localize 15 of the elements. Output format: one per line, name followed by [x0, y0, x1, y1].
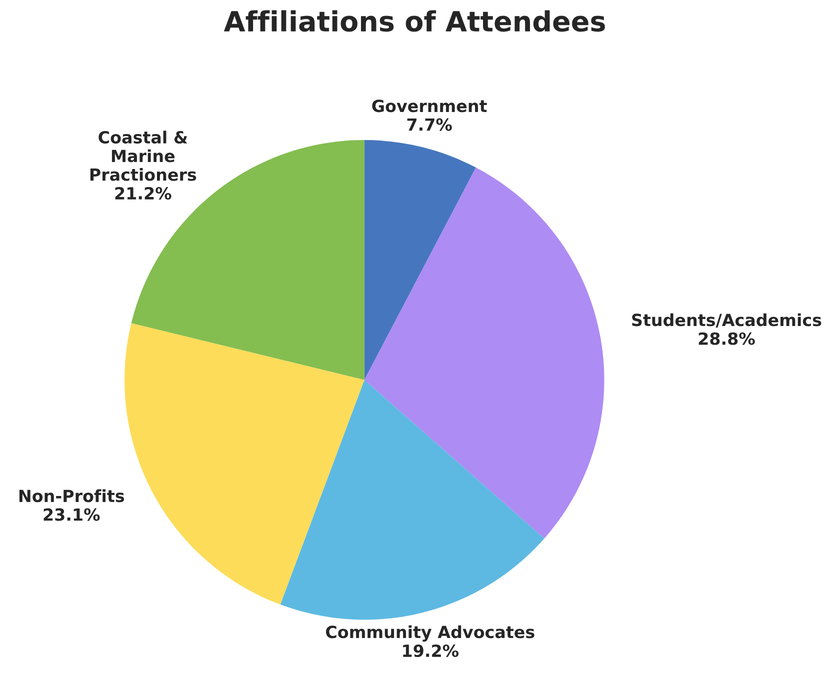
slice-label: Students/Academics: [632, 313, 822, 328]
data-label: 28.8%: [698, 332, 755, 345]
data-label: 21.2%: [115, 186, 172, 200]
pie-slice: [364, 168, 604, 539]
pie-slice: [124, 323, 364, 605]
data-label: 19.2%: [403, 644, 459, 658]
slice-label: Community Advocates: [326, 625, 534, 642]
slice-label: Government: [372, 100, 487, 112]
data-label: 23.1%: [44, 508, 100, 521]
pie-slice: [364, 140, 476, 380]
slice-label: Non-Profits: [19, 489, 124, 502]
chart-title: Affiliations of Attendees: [224, 10, 605, 32]
data-label: 7.7%: [407, 118, 452, 131]
slice-label: Coastal & Marine Practioners: [90, 130, 196, 181]
pie-slice: [280, 380, 544, 620]
